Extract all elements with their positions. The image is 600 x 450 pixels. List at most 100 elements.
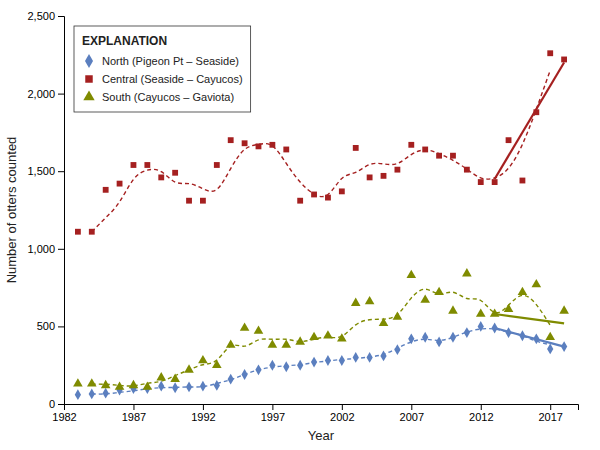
y-axis-tick: 1,500 bbox=[27, 165, 64, 177]
y-axis-tick-label: 500 bbox=[37, 320, 55, 332]
y-axis-title: Number of otters counted bbox=[4, 137, 19, 284]
y-axis-tick-label: 1,000 bbox=[27, 243, 55, 255]
point-series bbox=[75, 50, 567, 234]
y-axis-tick-mark bbox=[58, 326, 64, 327]
y-axis-tick: 500 bbox=[37, 320, 64, 332]
legend-label: Central (Seaside – Cayucos) bbox=[102, 73, 243, 85]
point-series bbox=[75, 321, 567, 400]
y-axis-tick-mark bbox=[58, 404, 64, 405]
data-point bbox=[325, 355, 331, 366]
data-point bbox=[241, 369, 247, 380]
data-point bbox=[504, 304, 514, 312]
data-point bbox=[115, 381, 125, 389]
x-axis-tick: 2002 bbox=[330, 404, 354, 423]
data-point bbox=[170, 374, 180, 382]
data-point bbox=[450, 332, 456, 343]
data-point bbox=[75, 389, 81, 400]
y-axis-tick-mark bbox=[58, 171, 64, 172]
data-point bbox=[256, 143, 262, 149]
data-point bbox=[379, 318, 389, 326]
data-point bbox=[337, 333, 347, 341]
data-point bbox=[73, 378, 83, 386]
x-axis-tick: 1982 bbox=[52, 404, 76, 423]
x-axis-tick-mark bbox=[550, 404, 551, 410]
data-point bbox=[353, 145, 359, 151]
trend-line bbox=[495, 63, 564, 179]
x-axis-tick-label: 1987 bbox=[122, 411, 146, 423]
data-point bbox=[89, 229, 95, 235]
data-point bbox=[283, 147, 289, 153]
data-point bbox=[311, 192, 317, 198]
legend-symbol bbox=[83, 90, 94, 100]
data-point bbox=[545, 332, 555, 340]
data-point bbox=[295, 336, 305, 344]
trend-line bbox=[495, 314, 564, 323]
data-point bbox=[393, 312, 403, 320]
data-point bbox=[325, 195, 331, 201]
y-axis-tick-mark bbox=[58, 16, 64, 17]
data-point bbox=[129, 380, 139, 388]
data-point bbox=[381, 173, 387, 179]
data-point bbox=[156, 372, 166, 380]
data-point bbox=[408, 142, 414, 148]
y-axis-tick: 1,000 bbox=[27, 243, 64, 255]
marks bbox=[73, 50, 569, 400]
y-axis-tick-label: 0 bbox=[49, 398, 55, 410]
data-point bbox=[103, 388, 109, 399]
data-point bbox=[226, 339, 236, 347]
data-point bbox=[144, 162, 150, 168]
x-axis-tick-label: 2012 bbox=[469, 411, 493, 423]
data-point bbox=[478, 179, 484, 185]
legend-box bbox=[74, 26, 251, 112]
data-point bbox=[520, 178, 526, 184]
legend-symbol bbox=[85, 54, 93, 68]
data-point bbox=[323, 330, 333, 338]
x-axis-tick: 1997 bbox=[261, 404, 285, 423]
data-point bbox=[365, 296, 375, 304]
data-point bbox=[228, 137, 234, 143]
data-point bbox=[353, 352, 359, 363]
x-axis-tick: 2012 bbox=[469, 404, 493, 423]
y-axis-line bbox=[58, 17, 65, 405]
data-point bbox=[214, 162, 220, 168]
data-point bbox=[87, 378, 97, 386]
data-point bbox=[311, 357, 317, 368]
data-point bbox=[200, 198, 206, 204]
x-axis-tick: 2017 bbox=[538, 404, 562, 423]
x-axis-tick-mark bbox=[411, 404, 412, 410]
trend-line bbox=[495, 328, 564, 347]
x-axis-line bbox=[65, 405, 579, 411]
data-point bbox=[240, 322, 250, 330]
x-axis-tick-mark bbox=[342, 404, 343, 410]
data-point bbox=[547, 343, 553, 354]
data-point bbox=[559, 305, 569, 313]
data-point bbox=[212, 360, 222, 368]
data-point bbox=[380, 350, 386, 361]
data-point bbox=[242, 140, 248, 146]
x-axis-tick-mark bbox=[133, 404, 134, 410]
x-axis-tick-label: 2017 bbox=[538, 411, 562, 423]
data-point bbox=[351, 298, 361, 306]
x-axis-tick-label: 1982 bbox=[52, 411, 76, 423]
data-point bbox=[268, 339, 278, 347]
x-axis: 19821987199219972002200720122017 bbox=[52, 404, 578, 423]
data-point bbox=[462, 268, 472, 276]
data-point bbox=[186, 198, 192, 204]
data-point bbox=[422, 332, 428, 343]
data-point bbox=[518, 287, 528, 295]
data-point bbox=[89, 388, 95, 399]
x-axis-tick-label: 2002 bbox=[330, 411, 354, 423]
chart-container: 1982198719921997200220072012201705001,00… bbox=[0, 0, 600, 450]
x-axis-tick-label: 1997 bbox=[261, 411, 285, 423]
data-point bbox=[436, 153, 442, 159]
y-axis-tick: 2,000 bbox=[27, 88, 64, 100]
x-axis-tick-mark bbox=[481, 404, 482, 410]
data-point bbox=[448, 305, 458, 313]
chart: 1982198719921997200220072012201705001,00… bbox=[0, 0, 600, 450]
legend-title: EXPLANATION bbox=[82, 34, 167, 48]
data-point bbox=[158, 174, 164, 180]
data-point bbox=[297, 360, 303, 371]
data-point bbox=[283, 361, 289, 372]
y-axis-tick-mark bbox=[58, 94, 64, 95]
data-point bbox=[214, 380, 220, 391]
